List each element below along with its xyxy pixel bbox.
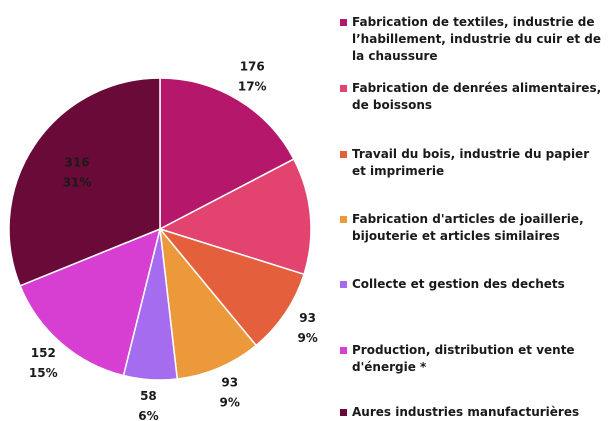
legend-swatch — [340, 151, 347, 158]
legend-entry: Production, distribution et vente d'éner… — [340, 342, 602, 376]
legend-entry: Collecte et gestion des dechets — [340, 276, 602, 293]
pie-slice — [157, 227, 305, 347]
legend-label: Aures industries manufacturières — [352, 405, 580, 419]
legend-label: Fabrication de textiles, industrie de l’… — [352, 15, 602, 63]
legend-swatch — [340, 19, 347, 26]
legend-swatch — [340, 347, 347, 354]
value-label: 58 — [140, 389, 157, 403]
percent-label: 9% — [220, 395, 240, 409]
percent-label: 6% — [138, 409, 158, 421]
legend-swatch — [340, 281, 347, 288]
pie-slice — [19, 227, 162, 377]
value-label: 152 — [31, 346, 56, 360]
legend-entry: Travail du bois, industrie du papier et … — [340, 146, 602, 180]
percent-label: 15% — [29, 366, 58, 380]
value-label: 93 — [299, 311, 316, 325]
legend-label: Fabrication d'articles de joaillerie, bi… — [352, 212, 584, 243]
legend-swatch — [340, 85, 347, 92]
legend-entry: Fabrication d'articles de joaillerie, bi… — [340, 211, 602, 245]
legend-swatch — [340, 216, 347, 223]
legend-label: Travail du bois, industrie du papier et … — [352, 147, 590, 178]
percent-label: 17% — [238, 79, 267, 93]
pie-slice — [158, 158, 312, 276]
value-label: 93 — [221, 375, 238, 389]
legend-entry: Fabrication de denrées alimentaires, de … — [340, 80, 602, 114]
legend-label: Production, distribution et vente d'éner… — [352, 343, 575, 374]
pie-slice — [8, 77, 161, 287]
percent-label: 31% — [63, 176, 92, 190]
value-label: 316 — [65, 156, 90, 170]
legend-entry: Aures industries manufacturières — [340, 404, 602, 421]
legend-entry: Fabrication de textiles, industrie de l’… — [340, 14, 602, 65]
legend-swatch — [340, 409, 347, 416]
pie-slice — [159, 77, 295, 231]
legend-label: Collecte et gestion des dechets — [352, 277, 565, 291]
pie-slice — [158, 226, 258, 380]
legend-label: Fabrication de denrées alimentaires, de … — [352, 81, 602, 112]
value-label: 176 — [240, 59, 265, 73]
percent-label: 9% — [297, 331, 317, 345]
